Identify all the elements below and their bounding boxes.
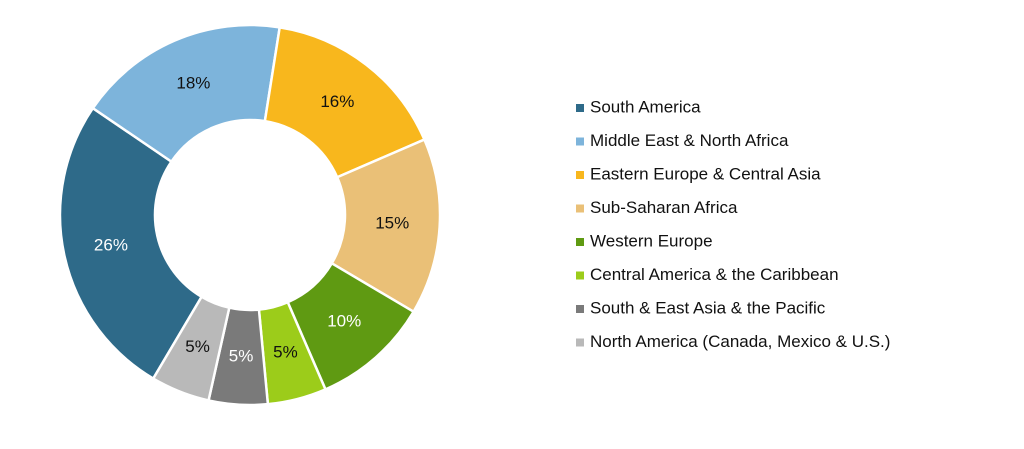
legend-swatch	[576, 305, 584, 313]
legend-label: Sub-Saharan Africa	[590, 198, 738, 217]
legend-swatch	[576, 238, 584, 246]
donut-slice	[58, 106, 204, 381]
legend-swatch	[576, 204, 584, 213]
legend-swatch	[576, 104, 584, 112]
legend-label: South America	[590, 97, 701, 116]
legend-swatch	[576, 271, 584, 280]
slice-label: 26%	[94, 236, 128, 255]
slice-label: 16%	[320, 92, 354, 111]
slice-label: 5%	[229, 347, 254, 366]
slice-label: 10%	[327, 311, 361, 330]
legend-label: Eastern Europe & Central Asia	[590, 164, 821, 183]
slice-label: 5%	[273, 343, 298, 362]
legend-label: South & East Asia & the Pacific	[590, 298, 826, 317]
legend-label: Middle East & North Africa	[590, 131, 789, 150]
slice-label: 5%	[185, 337, 210, 356]
donut-slice	[151, 295, 231, 402]
donut-slice	[91, 23, 282, 164]
legend-label: Central America & the Caribbean	[590, 265, 839, 284]
slice-label: 18%	[176, 74, 210, 93]
legend-label: Western Europe	[590, 231, 713, 250]
slice-label: 15%	[375, 213, 409, 232]
legend-swatch	[576, 338, 584, 347]
legend-swatch	[576, 171, 584, 179]
legend-swatch	[576, 137, 584, 146]
donut-slice	[263, 25, 427, 179]
legend-label: North America (Canada, Mexico & U.S.)	[590, 332, 890, 351]
